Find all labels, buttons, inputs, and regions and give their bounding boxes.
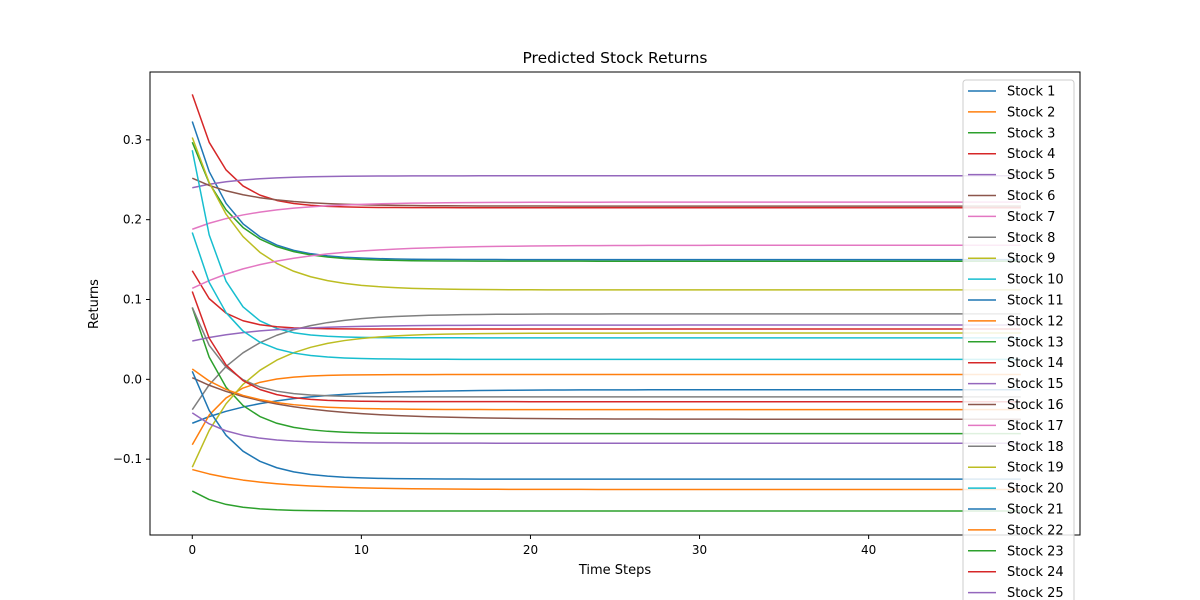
x-tick-label: 0 [188, 543, 196, 557]
chart-title: Predicted Stock Returns [522, 49, 707, 67]
series-line-stock-19 [191, 332, 1021, 468]
series-line-stock-16 [191, 377, 1021, 420]
legend-entry-stock-20: Stock 20 [1007, 482, 1064, 497]
legend-entry-stock-10: Stock 10 [1007, 273, 1064, 288]
series-line-stock-2 [192, 468, 1021, 491]
legend-entry-stock-13: Stock 13 [1007, 335, 1064, 350]
y-axis: −0.1 0.0 0.1 0.2 0.3 [113, 133, 150, 466]
plot-frame [149, 71, 1081, 536]
series-line-stock-15 [192, 324, 1021, 342]
legend-entry-stock-7: Stock 7 [1007, 210, 1055, 225]
series-line-stock-20 [191, 232, 1021, 361]
legend-entry-stock-14: Stock 14 [1007, 356, 1064, 371]
series-line-stock-4 [191, 94, 1021, 209]
legend-entry-stock-18: Stock 18 [1007, 440, 1064, 455]
legend-entry-stock-24: Stock 24 [1007, 565, 1064, 580]
x-tick-label: 40 [861, 543, 876, 557]
series-line-stock-14 [191, 270, 1021, 330]
legend-entry-stock-11: Stock 11 [1007, 294, 1064, 309]
legend-box [962, 79, 1075, 600]
y-tick-label: 0.0 [123, 372, 142, 386]
series-line-stock-7 [192, 201, 1021, 230]
x-tick-label: 30 [692, 543, 707, 557]
series-line-stock-23 [191, 490, 1021, 512]
y-tick-label: −0.1 [113, 452, 142, 466]
legend-entry-stock-8: Stock 8 [1007, 231, 1055, 246]
series-line-stock-10 [191, 150, 1021, 339]
x-axis: 0 10 20 30 40 [188, 535, 876, 557]
y-tick-label: 0.2 [123, 213, 142, 227]
legend-entry-stock-22: Stock 22 [1007, 523, 1064, 538]
x-axis-label: Time Steps [578, 563, 652, 578]
x-tick-label: 20 [523, 543, 538, 557]
series-line-stock-25 [191, 412, 1021, 444]
series-line-stock-24 [191, 291, 1021, 403]
legend-entry-stock-16: Stock 16 [1007, 398, 1064, 413]
series-line-stock-3 [191, 141, 1021, 262]
series-layer [191, 94, 1021, 512]
legend-entry-stock-19: Stock 19 [1007, 461, 1064, 476]
y-tick-label: 0.3 [123, 133, 142, 147]
legend-entry-stock-12: Stock 12 [1007, 314, 1064, 329]
y-tick-label: 0.1 [123, 293, 142, 307]
series-line-stock-17 [191, 244, 1021, 290]
legend-entry-stock-17: Stock 17 [1007, 419, 1064, 434]
legend-entry-stock-21: Stock 21 [1007, 503, 1064, 518]
legend-entry-stock-15: Stock 15 [1007, 377, 1064, 392]
legend-entry-stock-4: Stock 4 [1007, 147, 1055, 162]
series-line-stock-13 [191, 307, 1021, 435]
series-line-stock-21 [191, 371, 1021, 480]
series-line-stock-6 [191, 177, 1021, 207]
legend: Stock 1 Stock 2 Stock 3 Stock 4 Stock 5 Stock… [962, 79, 1075, 600]
legend-entry-stock-5: Stock 5 [1007, 168, 1055, 183]
series-line-stock-8 [191, 313, 1021, 411]
legend-entry-stock-25: Stock 25 [1007, 586, 1064, 600]
series-line-stock-18 [191, 307, 1021, 398]
series-line-stock-22 [191, 368, 1021, 411]
legend-entry-stock-2: Stock 2 [1007, 105, 1055, 120]
series-line-stock-5 [192, 175, 1021, 189]
series-line-stock-12 [191, 373, 1021, 446]
legend-entry-stock-9: Stock 9 [1007, 252, 1055, 267]
series-line-stock-9 [191, 137, 1021, 291]
legend-entry-stock-3: Stock 3 [1007, 126, 1055, 141]
series-line-stock-1 [191, 121, 1021, 261]
x-tick-label: 10 [354, 543, 369, 557]
y-axis-label: Returns [87, 279, 102, 329]
legend-entry-stock-6: Stock 6 [1007, 189, 1055, 204]
legend-entry-stock-23: Stock 23 [1007, 544, 1064, 559]
legend-entry-stock-1: Stock 1 [1007, 85, 1055, 100]
